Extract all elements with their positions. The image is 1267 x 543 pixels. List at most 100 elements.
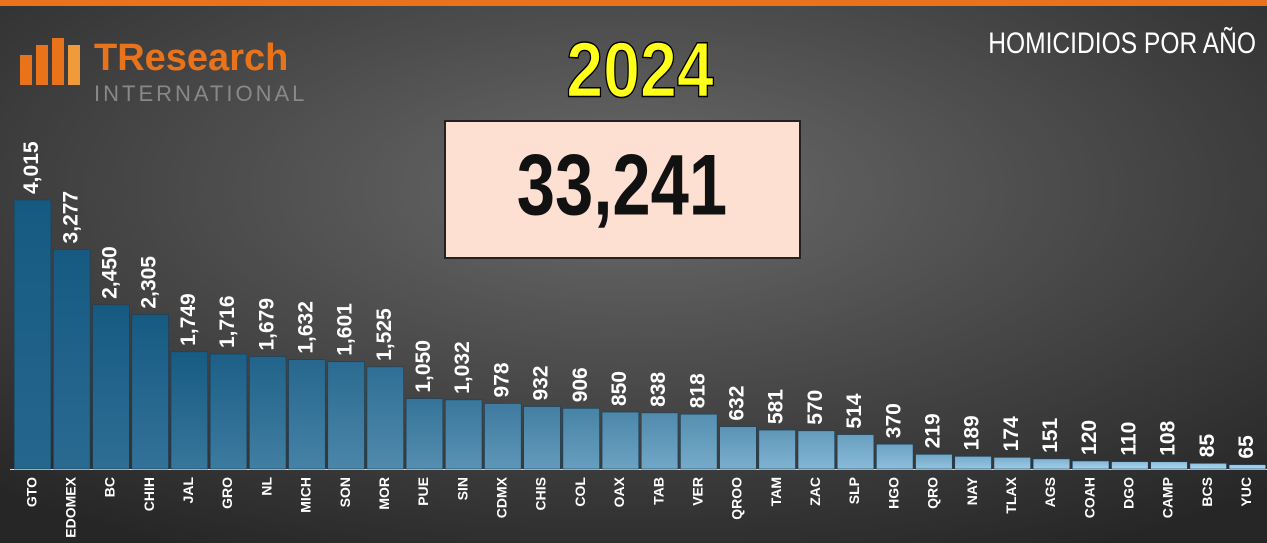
x-tick-label: BC	[102, 477, 118, 497]
x-tick-label: QROO	[729, 477, 745, 520]
data-label: 1,749	[177, 293, 200, 346]
data-label: 110	[1117, 422, 1140, 456]
data-label: 3,277	[59, 191, 82, 244]
logo-bar	[36, 45, 48, 85]
logo: TResearch INTERNATIONAL	[20, 37, 307, 106]
bar	[1072, 460, 1110, 470]
x-tick-label: GTO	[23, 477, 39, 507]
bar	[1111, 461, 1149, 470]
chart-title: 2024	[566, 27, 713, 114]
data-label: 189	[961, 415, 984, 450]
data-label: 1,032	[451, 341, 474, 394]
bar	[405, 398, 444, 470]
bar	[562, 407, 600, 470]
x-tick-label: CHIH	[141, 477, 157, 511]
data-label: 174	[1000, 416, 1023, 451]
x-tick-label: TAB	[650, 477, 666, 505]
bar	[876, 443, 914, 470]
data-label: 85	[1196, 434, 1219, 458]
data-label: 1,679	[255, 298, 278, 351]
data-label: 978	[490, 362, 513, 397]
data-label: 1,632	[294, 301, 317, 354]
bar	[484, 403, 522, 470]
data-label: 932	[530, 366, 553, 401]
data-label: 1,601	[334, 303, 357, 356]
bar	[915, 454, 953, 470]
bar	[53, 249, 91, 470]
bar	[523, 406, 561, 470]
data-label: 570	[804, 390, 827, 425]
x-tick-label: OAX	[611, 476, 627, 507]
bar	[366, 366, 404, 470]
x-tick-label: YUC	[1238, 477, 1254, 507]
bar	[131, 314, 169, 470]
bar	[1228, 464, 1267, 470]
x-tick-label: SON	[337, 477, 353, 507]
data-label: 65	[1235, 435, 1258, 459]
x-tick-label: CDMX	[494, 476, 510, 518]
logo-bar	[20, 55, 32, 85]
x-tick-label: TAM	[768, 477, 784, 506]
x-tick-label: PUE	[415, 477, 431, 506]
logo-bar	[68, 45, 80, 85]
x-tick-label: CHIS	[533, 477, 549, 510]
chart-subtitle: HOMICIDIOS POR AÑO	[988, 26, 1256, 60]
x-tick-label: CAMP	[1160, 477, 1176, 518]
bar	[1189, 463, 1227, 470]
x-tick-label: AGS	[1042, 477, 1058, 507]
bar	[758, 429, 796, 470]
bar	[601, 411, 640, 470]
bar	[954, 456, 992, 470]
bar	[92, 304, 130, 470]
x-tick-label: COAH	[1081, 477, 1097, 518]
data-label: 850	[608, 371, 631, 406]
data-label: 1,525	[373, 308, 396, 361]
x-tick-label: VER	[689, 477, 705, 506]
bar	[640, 412, 679, 470]
x-tick-label: ZAC	[807, 477, 823, 506]
data-label: 1,716	[216, 295, 239, 348]
data-label: 632	[726, 386, 749, 421]
bar	[719, 426, 757, 470]
bar	[836, 434, 875, 470]
x-tick-label: COL	[572, 477, 588, 507]
bar	[680, 413, 718, 470]
x-tick-label: NAY	[964, 476, 980, 505]
x-tick-label: NL	[258, 477, 274, 496]
data-label: 4,015	[20, 141, 43, 194]
logo-bar	[52, 38, 64, 85]
x-tick-label: SLP	[846, 477, 862, 504]
x-tick-label: BCS	[1199, 477, 1215, 507]
data-label: 906	[569, 367, 592, 402]
x-tick-label: HGO	[885, 477, 901, 509]
x-tick-label: DGO	[1121, 477, 1137, 509]
total: 33,241	[517, 137, 727, 233]
bar	[170, 351, 208, 470]
total-box	[444, 120, 801, 259]
x-tick-label: GRO	[219, 477, 235, 509]
bar	[249, 356, 287, 470]
top-stripe	[0, 0, 1267, 6]
bar	[445, 399, 483, 470]
brand-sub: INTERNATIONAL	[94, 81, 307, 106]
data-label: 514	[843, 393, 866, 428]
x-tick-label: SIN	[454, 477, 470, 500]
bar	[209, 353, 248, 470]
x-tick-label: TLAX	[1003, 476, 1019, 513]
data-label: 120	[1078, 420, 1101, 455]
data-label: 818	[686, 373, 709, 408]
brand: TResearch	[94, 37, 288, 79]
bar	[993, 457, 1031, 470]
bar	[1150, 461, 1188, 470]
bar	[1032, 458, 1071, 470]
bar	[288, 359, 326, 470]
data-label: 1,050	[412, 340, 435, 393]
data-label: 219	[921, 413, 944, 448]
data-label: 151	[1039, 418, 1062, 453]
data-label: 2,450	[99, 246, 122, 299]
x-tick-label: QRO	[925, 477, 941, 509]
data-label: 108	[1157, 420, 1180, 455]
bar	[13, 199, 52, 470]
